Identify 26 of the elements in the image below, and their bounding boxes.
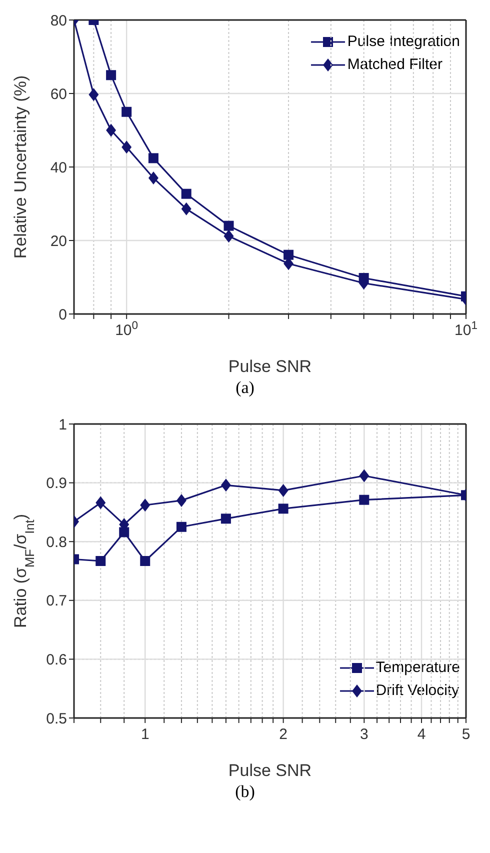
y-tick-label: 40 bbox=[50, 159, 67, 176]
text: (b) bbox=[234, 782, 256, 802]
y-tick-label: 0.6 bbox=[46, 652, 67, 669]
y-tick-label: 0.9 bbox=[46, 475, 67, 492]
legend-label: Matched Filter bbox=[347, 56, 442, 73]
legend-label: Pulse Integration bbox=[347, 33, 460, 50]
x-tick-label: 10$^{0}$ bbox=[115, 320, 138, 339]
x-tick-label: 10$^{1}$ bbox=[454, 320, 478, 339]
x-tick-label: 1 bbox=[140, 726, 150, 743]
legend-label: Temperature bbox=[376, 659, 460, 676]
text: (a) bbox=[234, 378, 256, 398]
x-axis-title: Pulse SNR bbox=[228, 357, 312, 376]
x-tick-label: 5 bbox=[462, 726, 470, 743]
x-tick-label: 3 bbox=[360, 726, 368, 743]
y-tick-label: 60 bbox=[50, 86, 67, 103]
y-tick-label: 80 bbox=[50, 12, 67, 30]
y-tick-label: 20 bbox=[50, 232, 67, 250]
y-tick-label: 0.5 bbox=[46, 710, 67, 728]
y-tick-label: 1 bbox=[58, 416, 67, 434]
x-axis-title: Pulse SNR bbox=[228, 761, 312, 780]
y-tick-label: 0.8 bbox=[46, 534, 67, 551]
x-tick-label: 2 bbox=[279, 726, 288, 743]
y-axis-title: Relative Uncertainty (%) bbox=[11, 75, 30, 259]
y-tick-label: 0.7 bbox=[46, 592, 67, 610]
y-tick-label: 0 bbox=[58, 306, 67, 324]
x-tick-label: 4 bbox=[417, 726, 426, 743]
